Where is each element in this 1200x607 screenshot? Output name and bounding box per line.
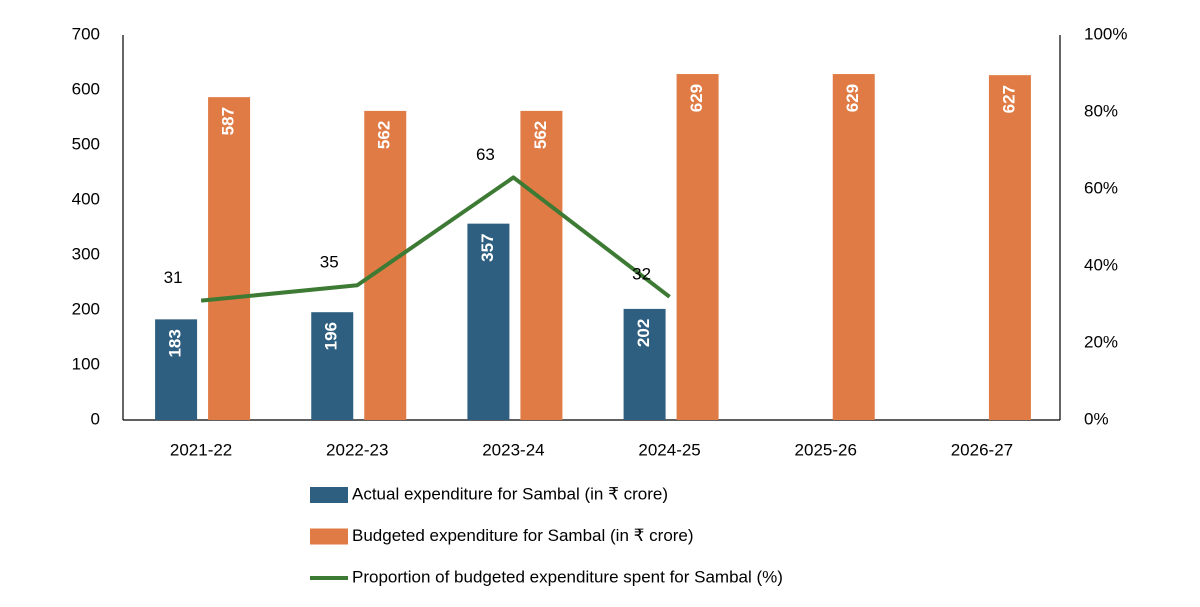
bar-value-label: 196 (322, 322, 341, 350)
y-tick-label: 500 (72, 134, 100, 153)
bar-value-label: 629 (687, 84, 706, 112)
y2-tick-label: 60% (1084, 178, 1118, 197)
bar (208, 97, 251, 421)
x-tick-label: 2024-25 (638, 440, 700, 459)
y-tick-label: 700 (72, 24, 100, 43)
y-tick-label: 0 (91, 409, 100, 428)
line-value-label: 31 (164, 268, 183, 287)
x-tick-label: 2023-24 (482, 440, 544, 459)
bar-value-label: 357 (478, 233, 497, 261)
x-tick-label: 2022-23 (326, 440, 388, 459)
bar-value-label: 562 (531, 121, 550, 149)
y-tick-label: 100 (72, 354, 100, 373)
y-tick-label: 200 (72, 299, 100, 318)
bar-value-label: 627 (999, 85, 1018, 113)
bar (467, 223, 510, 420)
bar (155, 319, 198, 420)
bar (832, 74, 875, 421)
legend-swatch (310, 528, 348, 545)
line (200, 175, 671, 303)
legend-label: Budgeted expenditure for Sambal (in ₹ cr… (352, 526, 694, 545)
y2-tick-label: 40% (1084, 255, 1118, 274)
x-tick-label: 2026-27 (951, 440, 1013, 459)
line-value-label: 32 (632, 264, 651, 283)
bar-value-label: 587 (219, 107, 238, 135)
bar-value-label: 202 (634, 319, 653, 347)
y2-tick-label: 100% (1084, 24, 1127, 43)
y-tick-label: 300 (72, 244, 100, 263)
line-value-label: 35 (320, 253, 339, 272)
bar-value-label: 183 (166, 329, 185, 357)
legend-label: Proportion of budgeted expenditure spent… (352, 567, 783, 586)
y-tick-label: 600 (72, 79, 100, 98)
bar-value-label: 629 (843, 84, 862, 112)
y2-tick-label: 20% (1084, 332, 1118, 351)
legend-label: Actual expenditure for Sambal (in ₹ cror… (352, 484, 668, 503)
y-tick-label: 400 (72, 189, 100, 208)
y2-tick-label: 0% (1084, 409, 1109, 428)
legend-swatch (310, 487, 348, 503)
bar (520, 110, 563, 421)
y2-tick-label: 80% (1084, 101, 1118, 120)
bar (623, 308, 666, 420)
bar (311, 312, 354, 420)
x-tick-label: 2025-26 (795, 440, 857, 459)
bar (676, 74, 719, 421)
x-tick-label: 2021-22 (170, 440, 232, 459)
bar-value-label: 562 (375, 121, 394, 149)
line-value-label: 63 (476, 145, 495, 164)
bar (988, 75, 1031, 421)
